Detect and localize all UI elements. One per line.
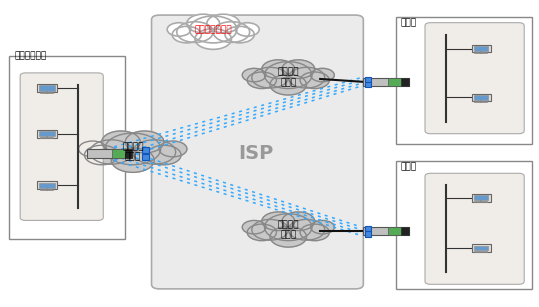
Circle shape <box>262 212 295 231</box>
FancyBboxPatch shape <box>396 161 532 289</box>
Text: アクセス
回線網: アクセス 回線網 <box>278 220 299 239</box>
Circle shape <box>288 220 324 240</box>
Circle shape <box>247 224 277 241</box>
FancyBboxPatch shape <box>474 246 488 251</box>
Circle shape <box>300 72 329 88</box>
Circle shape <box>282 212 315 231</box>
FancyBboxPatch shape <box>388 78 401 86</box>
FancyBboxPatch shape <box>401 227 409 235</box>
Text: 子拠点: 子拠点 <box>401 18 417 27</box>
Circle shape <box>265 214 312 241</box>
FancyBboxPatch shape <box>472 194 490 201</box>
FancyBboxPatch shape <box>112 149 125 158</box>
FancyBboxPatch shape <box>37 84 57 92</box>
Circle shape <box>125 131 164 153</box>
FancyBboxPatch shape <box>401 78 409 86</box>
FancyBboxPatch shape <box>151 15 363 289</box>
FancyBboxPatch shape <box>37 130 57 138</box>
FancyBboxPatch shape <box>474 196 488 200</box>
Circle shape <box>225 26 254 43</box>
FancyBboxPatch shape <box>142 154 149 160</box>
FancyBboxPatch shape <box>365 82 371 87</box>
FancyBboxPatch shape <box>365 76 371 82</box>
Circle shape <box>177 22 213 42</box>
Text: アクセス
回線網: アクセス 回線網 <box>278 68 299 87</box>
FancyBboxPatch shape <box>472 94 490 101</box>
FancyBboxPatch shape <box>363 78 409 86</box>
FancyBboxPatch shape <box>474 95 488 100</box>
Circle shape <box>242 68 266 82</box>
Text: アクセス
回線網: アクセス 回線網 <box>122 142 143 162</box>
Circle shape <box>172 26 202 43</box>
Circle shape <box>262 60 295 79</box>
Text: センター拠点: センター拠点 <box>15 52 47 60</box>
Circle shape <box>195 29 231 49</box>
Circle shape <box>270 74 307 95</box>
Circle shape <box>112 148 154 172</box>
Circle shape <box>207 14 240 33</box>
FancyBboxPatch shape <box>125 149 133 158</box>
FancyBboxPatch shape <box>39 183 54 188</box>
Text: ISP: ISP <box>238 144 274 163</box>
Circle shape <box>236 23 259 36</box>
Circle shape <box>242 220 266 234</box>
Text: 子拠点: 子拠点 <box>401 163 417 172</box>
Circle shape <box>190 16 237 43</box>
FancyBboxPatch shape <box>9 56 125 239</box>
Circle shape <box>247 72 277 88</box>
Text: インターネット: インターネット <box>195 26 232 35</box>
FancyBboxPatch shape <box>20 73 103 220</box>
FancyBboxPatch shape <box>388 227 401 235</box>
FancyBboxPatch shape <box>39 85 54 91</box>
Circle shape <box>213 22 250 42</box>
Circle shape <box>265 62 312 88</box>
FancyBboxPatch shape <box>39 131 54 136</box>
Circle shape <box>167 23 191 36</box>
FancyBboxPatch shape <box>363 227 409 235</box>
Circle shape <box>300 224 329 241</box>
FancyBboxPatch shape <box>425 23 524 134</box>
Circle shape <box>147 145 181 165</box>
Circle shape <box>282 60 315 79</box>
FancyBboxPatch shape <box>396 17 532 144</box>
FancyBboxPatch shape <box>365 226 371 231</box>
Circle shape <box>310 68 334 82</box>
Circle shape <box>288 67 324 88</box>
Circle shape <box>186 14 219 33</box>
Circle shape <box>90 140 133 164</box>
Circle shape <box>310 220 334 234</box>
FancyBboxPatch shape <box>425 173 524 284</box>
Circle shape <box>252 220 288 240</box>
FancyBboxPatch shape <box>474 46 488 51</box>
FancyBboxPatch shape <box>87 149 133 158</box>
Circle shape <box>105 133 161 165</box>
Circle shape <box>252 67 288 88</box>
Circle shape <box>85 145 119 165</box>
FancyBboxPatch shape <box>472 244 490 252</box>
FancyBboxPatch shape <box>472 45 490 52</box>
Circle shape <box>133 140 176 164</box>
FancyBboxPatch shape <box>142 147 149 153</box>
FancyBboxPatch shape <box>365 231 371 237</box>
Circle shape <box>79 141 107 157</box>
Circle shape <box>270 227 307 247</box>
FancyBboxPatch shape <box>37 181 57 189</box>
Circle shape <box>159 141 187 157</box>
Circle shape <box>102 131 140 153</box>
